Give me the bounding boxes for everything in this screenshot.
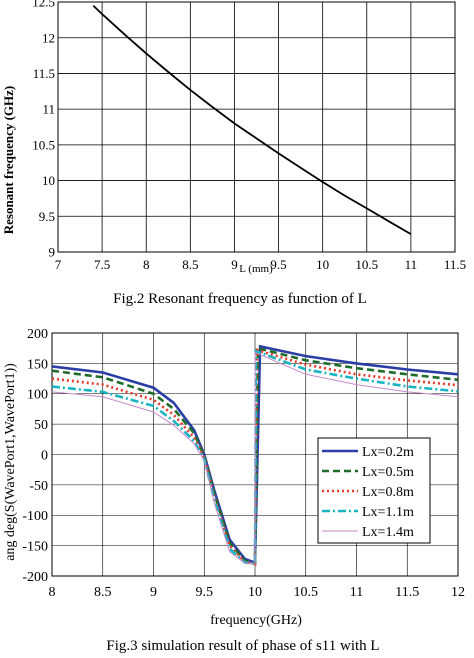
series-line <box>51 348 459 566</box>
y-tick-label: 10 <box>42 173 55 188</box>
y-tick-label: -200 <box>22 570 48 585</box>
legend-label: Lx=0.8m <box>362 485 414 500</box>
chart1-plot-area <box>57 1 456 253</box>
chart2-tick-labels: 8 8.5 9 9.5 10 10.5 11 11.5 12 200 150 100 50 0 -50 -10… <box>22 327 465 600</box>
chart-s11-phase: 8 8.5 9 9.5 10 10.5 11 11.5 12 200 150 100 50 0 -50 -10… <box>3 327 465 654</box>
y-tick-label: 12.5 <box>32 0 55 10</box>
y-tick-label: 11 <box>42 102 55 117</box>
x-tick-label: 10 <box>316 257 329 272</box>
x-tick-label: 11 <box>350 585 363 600</box>
x-tick-label: 8.5 <box>182 257 198 272</box>
series-line <box>51 349 459 566</box>
x-tick-label: 9.5 <box>196 585 214 600</box>
x-tick-label: 7 <box>55 257 62 272</box>
y-tick-label: 9 <box>49 245 56 260</box>
y-tick-label: 50 <box>34 418 48 433</box>
legend-label: Lx=0.2m <box>362 445 414 460</box>
x-tick-label: 10 <box>248 585 262 600</box>
x-tick-label: 8 <box>49 585 56 600</box>
chart1-tick-labels: 7 7.5 8 8.5 9 9.5 10 10.5 11 11.5 9 9.5 10 10.5 11 11.5… <box>32 0 466 272</box>
chart1-grid <box>58 2 455 252</box>
series-line <box>92 4 412 235</box>
x-tick-label: 10.5 <box>294 585 319 600</box>
x-tick-label: 7.5 <box>94 257 110 272</box>
chart1-y-axis-label: Resonant frequency (GHz) <box>1 86 16 235</box>
x-tick-label: 9.5 <box>270 257 286 272</box>
y-tick-label: -50 <box>29 479 48 494</box>
series-line <box>51 351 459 565</box>
y-tick-label: 150 <box>27 357 48 372</box>
x-tick-label: 10.5 <box>355 257 378 272</box>
y-tick-label: 0 <box>41 448 48 463</box>
chart2-caption: Fig.3 simulation result of phase of s11 … <box>106 638 379 654</box>
legend-label: Lx=1.1m <box>362 505 414 520</box>
y-tick-label: 100 <box>27 388 48 403</box>
x-tick-label: 8.5 <box>94 585 112 600</box>
chart-resonant-frequency: 7 7.5 8 8.5 9 9.5 10 10.5 11 11.5 9 9.5 10 10.5 11 11.5… <box>1 0 466 307</box>
chart2-legend: Lx=0.2m Lx=0.5m Lx=0.8m Lx=1.1m Lx=1.4m <box>317 437 431 544</box>
y-tick-label: 10.5 <box>32 137 55 152</box>
chart1-series <box>92 4 412 235</box>
y-tick-label: 9.5 <box>39 209 55 224</box>
y-tick-label: 12 <box>42 30 55 45</box>
chart2-y-axis-label: ang deg(S(WavePort1,WavePort1)) <box>3 363 18 561</box>
x-tick-label: 9 <box>150 585 157 600</box>
x-tick-label: 11.5 <box>395 585 419 600</box>
x-tick-label: 9 <box>231 257 238 272</box>
chart1-caption: Fig.2 Resonant frequency as function of … <box>113 291 367 307</box>
chart1-x-axis-label: L (mm) <box>239 263 273 275</box>
x-tick-label: 11 <box>405 257 418 272</box>
y-tick-label: 200 <box>27 327 48 342</box>
y-tick-label: -100 <box>22 509 48 524</box>
x-tick-label: 11.5 <box>444 257 466 272</box>
x-tick-label: 8 <box>143 257 150 272</box>
chart2-series <box>51 344 459 566</box>
legend-box <box>317 437 431 544</box>
chart2-x-axis-label: frequency(GHz) <box>210 613 302 628</box>
series-line <box>51 344 459 565</box>
x-tick-label: 12 <box>451 585 465 600</box>
legend-label: Lx=0.5m <box>362 465 414 480</box>
y-tick-label: -150 <box>22 540 48 555</box>
legend-label: Lx=1.4m <box>362 525 414 540</box>
y-tick-label: 11.5 <box>33 66 55 81</box>
